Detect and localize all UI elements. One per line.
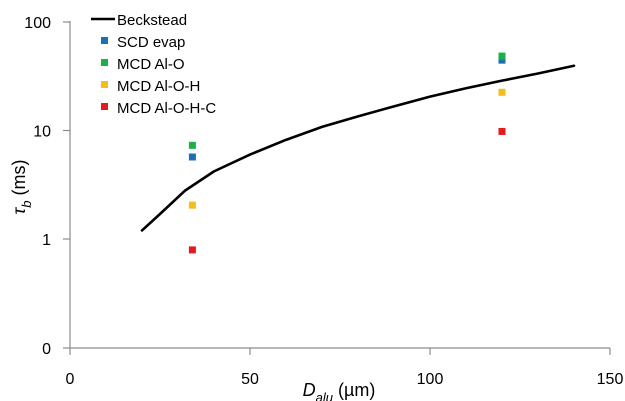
- x-tick-label: 50: [241, 371, 259, 388]
- x-axis-symbol: D: [303, 380, 316, 400]
- legend-label: MCD Al-O-H: [117, 78, 200, 95]
- legend-marker-swatch: [101, 37, 108, 44]
- x-tick-label: 100: [417, 371, 444, 388]
- y-axis-title: τb (ms): [9, 160, 34, 215]
- y-axis-symbol: τ: [9, 206, 29, 214]
- axes-layer: 0 1 10 100 0 50 100 150: [24, 15, 623, 388]
- legend-marker-swatch: [101, 103, 108, 110]
- y-tick-label: 1: [42, 232, 51, 249]
- legend-item-mcd-al-o-h: MCD Al-O-H: [101, 78, 200, 95]
- legend: Beckstead SCD evap MCD Al-O MCD Al-O-H MCD A…: [91, 12, 216, 117]
- legend-item-beckstead: Beckstead: [91, 12, 187, 29]
- legend-item-mcd-al-o-h-c: MCD Al-O-H-C: [101, 100, 216, 117]
- beckstead-line: [140, 64, 576, 232]
- mcd-al-o-point: [188, 141, 196, 149]
- legend-label: SCD evap: [117, 34, 185, 51]
- y-tick-label: 0: [42, 341, 51, 358]
- mcd-al-o-h-point: [188, 201, 196, 209]
- scd-evap-point: [498, 56, 506, 64]
- mcd-al-o-h-c-point: [498, 127, 506, 135]
- x-tick-label: 0: [66, 371, 75, 388]
- legend-marker-swatch: [101, 59, 108, 66]
- legend-label: MCD Al-O: [117, 56, 185, 73]
- legend-label: Beckstead: [117, 12, 187, 29]
- legend-label: MCD Al-O-H-C: [117, 100, 216, 117]
- y-tick-label: 10: [33, 124, 51, 141]
- y-tick-label: 100: [24, 15, 51, 32]
- legend-marker-swatch: [101, 81, 108, 88]
- x-tick-label: 150: [597, 371, 624, 388]
- mcd-al-o-h-point: [498, 88, 506, 96]
- x-axis-title: Dalu (µm): [303, 380, 376, 401]
- legend-item-mcd-al-o: MCD Al-O: [101, 56, 185, 73]
- scd-evap-point: [188, 153, 196, 161]
- x-axis-subscript: alu: [316, 390, 333, 401]
- mcd-al-o-point: [498, 52, 506, 60]
- series-layer: [140, 52, 576, 254]
- mcd-al-o-h-c-point: [188, 246, 196, 254]
- legend-item-scd-evap: SCD evap: [101, 34, 185, 51]
- y-axis-subscript: b: [19, 201, 34, 208]
- x-axis-unit: (µm): [333, 380, 375, 400]
- y-axis-unit: (ms): [9, 160, 29, 201]
